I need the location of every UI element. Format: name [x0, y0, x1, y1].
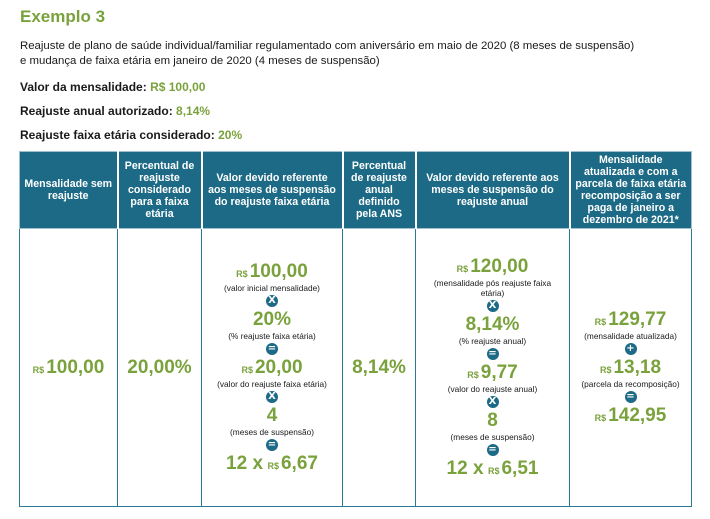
cell-percentual-faixa: 20,00% — [117, 228, 202, 507]
calc-value: 100,00 — [249, 260, 308, 282]
info-reajuste-anual: Reajuste anual autorizado: 8,14% — [20, 104, 210, 118]
currency-symbol: R$ — [467, 369, 479, 380]
description-line-1: Reajuste de plano de saúde individual/fa… — [20, 40, 635, 52]
calc-caption: (valor inicial mensalidade) — [224, 282, 320, 293]
info-value: 8,14% — [176, 104, 211, 118]
info-label: Reajuste anual autorizado: — [20, 104, 173, 118]
calc-caption: (% reajuste faixa etária) — [228, 330, 316, 341]
info-label: Valor da mensalidade: — [20, 80, 147, 94]
calculation-table: Mensalidade sem reajuste Percentual de r… — [19, 151, 692, 507]
table-header-row: Mensalidade sem reajuste Percentual de r… — [19, 151, 692, 229]
info-label: Reajuste faixa etária considerado: — [20, 128, 215, 142]
header-valor-anual: Valor devido referente aos meses de susp… — [415, 151, 571, 229]
description: Reajuste de plano de saúde individual/fa… — [20, 39, 690, 69]
equals-icon: = — [266, 438, 278, 451]
value: 8,14% — [352, 356, 406, 378]
calc-value: 20% — [252, 308, 292, 330]
header-mensalidade-atualizada: Mensalidade atualizada e com a parcela d… — [569, 151, 692, 229]
calc-caption: (meses de suspensão) — [230, 426, 314, 437]
currency-symbol: R$ — [594, 316, 607, 327]
equals-icon: = — [266, 342, 278, 355]
calc-result: 6,51 — [501, 457, 539, 479]
calc-result: 6,67 — [280, 452, 318, 474]
calc-value: 9,77 — [480, 361, 518, 383]
calc-value: 20,00 — [254, 356, 303, 378]
currency-symbol: R$ — [594, 412, 607, 423]
calc-value: 129,77 — [608, 308, 667, 330]
cell-valor-anual: R$ 120,00 (mensalidade pós reajuste faixa… — [415, 228, 570, 507]
calc-stack: R$ 100,00 (valor inicial mensalidade) X 2… — [206, 261, 338, 475]
calc-caption: (% reajuste anual) — [458, 335, 527, 346]
currency-symbol: R$ — [241, 364, 253, 375]
currency-symbol: R$ — [267, 460, 279, 471]
calc-value: 120,00 — [470, 255, 529, 277]
calc-result: 142,95 — [608, 404, 667, 426]
info-reajuste-faixa: Reajuste faixa etária considerado: 20% — [20, 128, 242, 142]
calc-multiplier: 12 x — [226, 452, 264, 474]
info-value: 20% — [218, 128, 243, 142]
calc-value: 4 — [266, 404, 278, 426]
currency-symbol: R$ — [487, 465, 500, 476]
calc-value: 8,14% — [465, 313, 520, 335]
header-percentual-anual: Percentual de reajuste anual definido pe… — [342, 151, 417, 229]
plus-icon: + — [624, 342, 637, 355]
equals-icon: = — [486, 443, 499, 456]
calc-value: 13,18 — [613, 356, 662, 378]
header-percentual-faixa: Percentual de reajuste considerado para … — [117, 151, 203, 229]
currency-symbol: R$ — [599, 364, 612, 375]
multiply-icon: X — [266, 390, 278, 403]
value: 100,00 — [46, 356, 105, 378]
header-valor-faixa: Valor devido referente aos meses de susp… — [201, 151, 344, 229]
calc-caption: (meses de suspensão) — [450, 431, 535, 442]
calc-caption: (parcela da recomposição) — [581, 378, 680, 389]
currency-symbol: R$ — [236, 268, 248, 279]
calc-caption: (valor do reajuste faixa etária) — [217, 378, 327, 389]
currency-symbol: R$ — [456, 263, 469, 274]
multiply-icon: X — [486, 395, 499, 408]
info-mensalidade: Valor da mensalidade: R$ 100,00 — [20, 80, 205, 94]
equals-icon: = — [624, 390, 637, 403]
cell-percentual-anual: 8,14% — [342, 228, 416, 507]
calc-stack: R$ 120,00 (mensalidade pós reajuste faixa… — [420, 256, 565, 480]
page-title: Exemplo 3 — [20, 7, 106, 26]
calc-caption: (mensalidade atualizada) — [584, 330, 677, 341]
calc-stack: R$ 129,77 (mensalidade atualizada) + R$ 13… — [574, 309, 687, 427]
description-line-2: e mudança de faixa etária em janeiro de … — [20, 55, 380, 67]
calc-caption: etária) — [480, 287, 505, 298]
multiply-icon: X — [486, 299, 499, 312]
equals-icon: = — [486, 347, 499, 360]
header-mensalidade: Mensalidade sem reajuste — [19, 151, 119, 229]
value: 20,00% — [127, 356, 192, 378]
calc-multiplier: 12 x — [446, 457, 484, 479]
cell-mensalidade-atualizada: R$ 129,77 (mensalidade atualizada) + R$ 13… — [569, 228, 692, 507]
multiply-icon: X — [266, 294, 278, 307]
calc-value: 8 — [487, 409, 498, 431]
calc-caption: (mensalidade pós reajuste faixa — [433, 277, 552, 288]
info-value: R$ 100,00 — [150, 80, 206, 94]
calc-caption: (valor do reajuste anual) — [447, 383, 538, 394]
currency-symbol: R$ — [32, 364, 45, 375]
cell-mensalidade: R$ 100,00 — [19, 228, 118, 507]
table-row: R$ 100,00 20,00% R$ 100,00 (valor inicial … — [19, 228, 692, 507]
cell-valor-faixa: R$ 100,00 (valor inicial mensalidade) X 2… — [201, 228, 343, 507]
